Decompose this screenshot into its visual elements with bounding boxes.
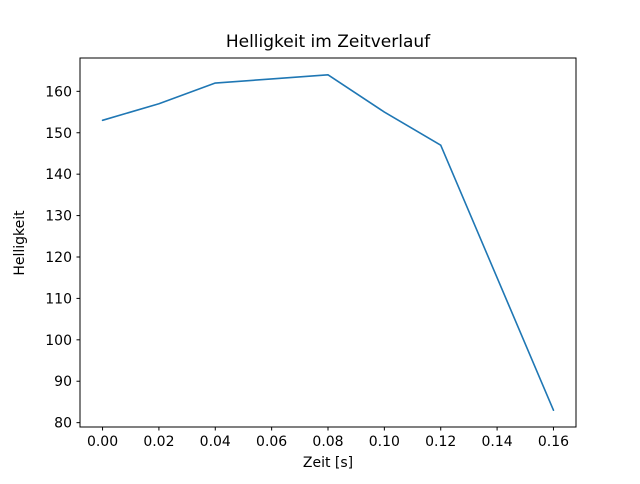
- x-axis-label: Zeit [s]: [303, 455, 353, 471]
- data-line-series: [101, 73, 555, 412]
- y-tick-label: 150: [45, 126, 72, 142]
- y-tick-label: 140: [45, 167, 72, 183]
- x-tick-label: 0.04: [200, 434, 231, 450]
- axes-frame: [79, 57, 577, 428]
- y-tick-label: 130: [45, 209, 72, 225]
- y-tick-label: 80: [54, 416, 72, 432]
- y-tick-label: 100: [45, 333, 72, 349]
- y-axis-label: Helligkeit: [12, 210, 28, 276]
- x-tick-label: 0.10: [369, 434, 400, 450]
- y-tick-label: 110: [45, 291, 72, 307]
- x-tick-label: 0.02: [143, 434, 174, 450]
- plot-area: 0.00 0.02 0.04 0.06 0.08 0.10 0.12 0.14 0.16 80 90…: [45, 57, 577, 450]
- x-tick-label: 0.12: [425, 434, 456, 450]
- x-tick-label: 0.08: [312, 434, 343, 450]
- y-tick-label: 120: [45, 250, 72, 266]
- y-tick-label: 90: [54, 374, 72, 390]
- x-tick-label: 0.06: [256, 434, 287, 450]
- x-tick-label: 0.14: [482, 434, 513, 450]
- x-tick-label: 0.00: [87, 434, 118, 450]
- y-tick-label: 160: [45, 84, 72, 100]
- x-tick-label: 0.16: [538, 434, 569, 450]
- chart-title: Helligkeit im Zeitverlauf: [226, 32, 431, 52]
